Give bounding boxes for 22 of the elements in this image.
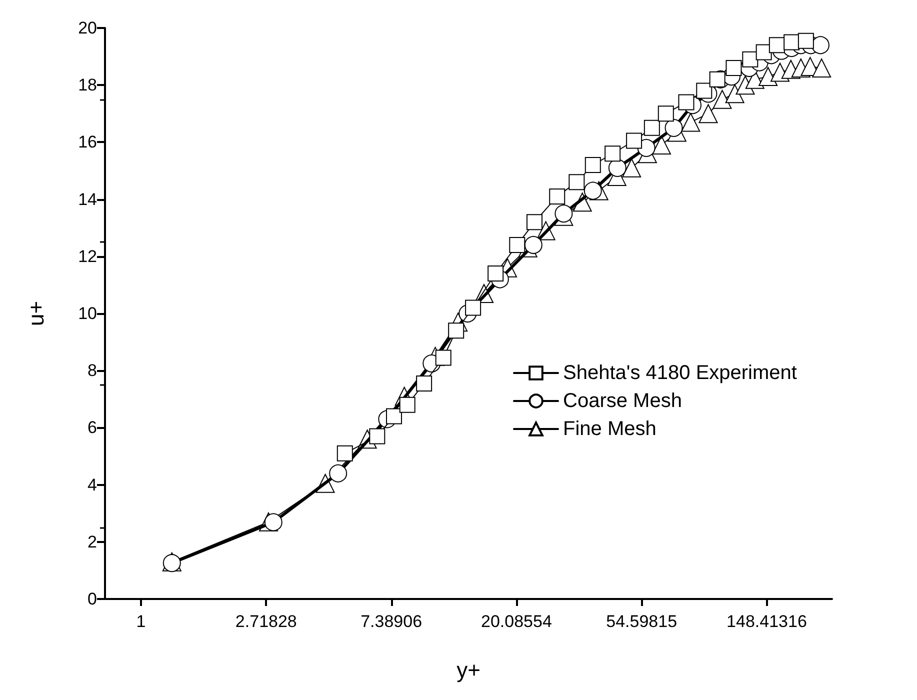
x-tick-label: 1 bbox=[136, 612, 146, 631]
legend-label: Shehta's 4180 Experiment bbox=[563, 362, 798, 384]
y-tick-label: 18 bbox=[78, 76, 97, 95]
y-tick-label: 16 bbox=[78, 132, 97, 152]
y-tick-label: 2 bbox=[88, 532, 97, 552]
y-tick-label: 20 bbox=[78, 18, 97, 38]
x-tick-label: 2.71828 bbox=[235, 612, 297, 631]
x-tick-label: 20.08554 bbox=[480, 612, 552, 631]
x-tick-label: 148.41316 bbox=[726, 612, 807, 631]
legend-label: Coarse Mesh bbox=[563, 390, 682, 412]
x-tick-label: 54.59815 bbox=[606, 612, 678, 631]
y-tick-label: 10 bbox=[78, 304, 97, 323]
x-tick-label: 7.38906 bbox=[360, 612, 422, 631]
legend-label: Fine Mesh bbox=[563, 418, 656, 440]
y-tick-label: 12 bbox=[78, 246, 97, 266]
x-axis-title: y+ bbox=[456, 658, 480, 682]
y-tick-label: 8 bbox=[88, 361, 97, 380]
y-tick-label: 14 bbox=[78, 190, 97, 209]
y-tick-label: 4 bbox=[88, 475, 97, 494]
y-axis-title: u+ bbox=[24, 300, 48, 326]
y-tick-label: 0 bbox=[88, 590, 97, 608]
y-tick-label: 6 bbox=[88, 418, 97, 438]
